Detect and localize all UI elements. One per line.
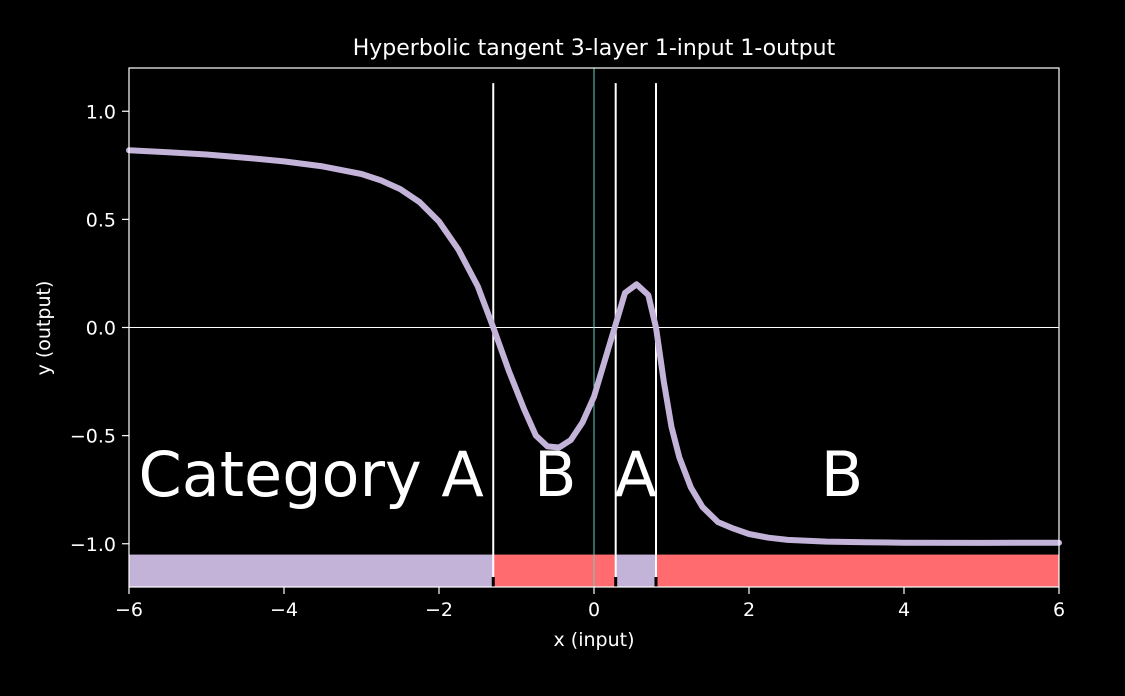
x-tick-label-1: −4 bbox=[270, 599, 298, 621]
region-band-0 bbox=[129, 554, 494, 587]
region-label-1: B bbox=[534, 438, 577, 511]
region-band-3 bbox=[656, 554, 1059, 587]
x-tick-label-4: 2 bbox=[743, 599, 755, 621]
region-label-2: A bbox=[615, 438, 657, 511]
y-axis-label: y (output) bbox=[33, 281, 55, 376]
x-tick-label-6: 6 bbox=[1053, 599, 1065, 621]
y-tick-label-1: −0.5 bbox=[70, 426, 116, 448]
y-tick-label-0: −1.0 bbox=[70, 534, 116, 556]
x-tick-label-0: −6 bbox=[115, 599, 143, 621]
region-label-3: B bbox=[821, 438, 864, 511]
y-tick-label-4: 1.0 bbox=[86, 101, 116, 123]
region-label-0: Category A bbox=[138, 438, 483, 511]
series-line-0 bbox=[126, 147, 1062, 546]
y-tick-label-3: 0.5 bbox=[86, 209, 116, 231]
x-tick-label-2: −2 bbox=[425, 599, 453, 621]
x-tick-label-3: 0 bbox=[588, 599, 600, 621]
region-band-1 bbox=[493, 554, 616, 587]
y-tick-label-2: 0.0 bbox=[86, 318, 116, 340]
x-axis-label: x (input) bbox=[554, 629, 635, 651]
plot-area: Category A B A B−6 −4 −2 0 2 4 6−1.0−0.50.00.51.0 bbox=[70, 67, 1065, 621]
chart-title: Hyperbolic tangent 3-layer 1-input 1-out… bbox=[353, 36, 836, 61]
x-tick-label-5: 4 bbox=[898, 599, 910, 621]
region-band-2 bbox=[615, 554, 656, 587]
